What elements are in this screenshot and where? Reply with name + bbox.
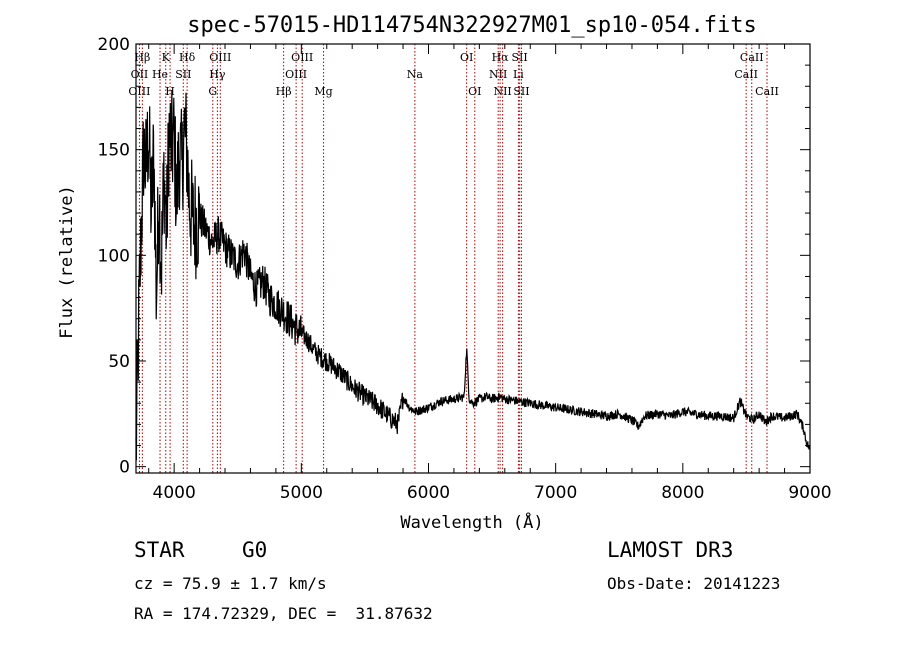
spectral-line-label: K (162, 51, 171, 64)
x-tick-label: 5000 (280, 483, 323, 503)
spectral-line-label: G (208, 85, 217, 98)
spectral-line-label: OI (460, 51, 473, 64)
redshift-velocity: cz = 75.9 ± 1.7 km/s (134, 574, 327, 593)
axis-ticks: 4000 5000 6000 7000 8000 9000 0 50 100 150 200 (98, 35, 832, 503)
chart-title: spec-57015-HD114754N322927M01_sp10-054.f… (187, 13, 757, 38)
spectral-line-label: Mg (314, 85, 332, 98)
y-axis-title: Flux (relative) (57, 185, 77, 339)
spectral-line-label: Li (513, 68, 524, 81)
spectral-line-label: He (152, 68, 168, 81)
spectral-line-label: Hγ (209, 68, 226, 81)
spectral-line-label: SII (175, 68, 191, 81)
spectral-line-label: OIII (285, 68, 307, 81)
spectral-line-label: Hδ (179, 51, 196, 64)
object-subclass: G0 (242, 538, 268, 562)
x-tick-label: 8000 (661, 483, 704, 503)
spectral-line-label: OIII (291, 51, 313, 64)
x-tick-label: 7000 (534, 483, 577, 503)
spectral-line-label: H (165, 85, 175, 98)
y-tick-label: 150 (98, 141, 130, 161)
x-tick-label: 9000 (788, 483, 831, 503)
spectral-line-label: SII (512, 51, 528, 64)
object-class: STAR (134, 538, 185, 562)
spectral-line-label: OI (468, 85, 481, 98)
survey-name: LAMOST DR3 (607, 538, 734, 562)
y-tick-label: 50 (108, 352, 130, 372)
flux-series-line (135, 89, 811, 461)
spectral-line-label: Na (407, 68, 424, 81)
x-tick-label: 4000 (153, 483, 196, 503)
spectral-line-label: CaII (740, 51, 764, 64)
observation-date: Obs-Date: 20141223 (607, 574, 781, 593)
spectral-line-label: OIII (209, 51, 231, 64)
spectral-line-label: Hα (492, 51, 510, 64)
coordinates: RA = 174.72329, DEC = 31.87632 (134, 604, 433, 623)
y-tick-label: 0 (119, 458, 130, 478)
x-tick-label: 6000 (407, 483, 450, 503)
spectral-line-label: Hβ (276, 85, 292, 98)
y-tick-label: 200 (98, 35, 130, 55)
spectral-line-label: Hβ (134, 51, 150, 64)
x-axis-title: Wavelength (Å) (400, 511, 543, 533)
plot-frame (135, 43, 811, 474)
spectral-line-label: OIII (128, 85, 150, 98)
spectral-line-label: OII (131, 68, 149, 81)
spectral-line-label: SII (513, 85, 529, 98)
spectral-line-label: NII (489, 68, 507, 81)
spectral-line-label: CaII (755, 85, 779, 98)
y-tick-label: 100 (98, 246, 130, 266)
spectral-line-label: NII (493, 85, 511, 98)
spectral-line-label: CaII (734, 68, 758, 81)
